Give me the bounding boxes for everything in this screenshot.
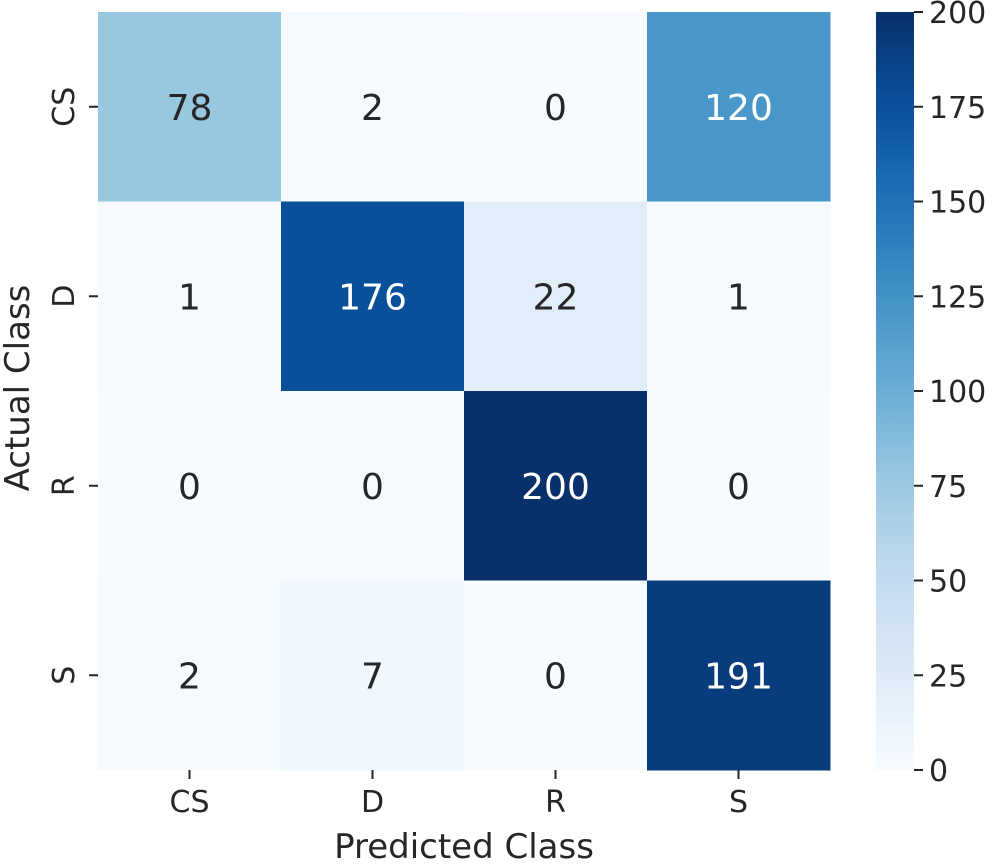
cell-value-label: 0 xyxy=(544,656,567,697)
heatmap-cell-CS-S xyxy=(647,12,831,202)
heatmap-cell-D-S xyxy=(647,201,831,392)
cell-value-label: 120 xyxy=(704,88,773,129)
colorbar-tick-label: 125 xyxy=(929,280,986,315)
colorbar-tick-label: 175 xyxy=(929,91,986,126)
heatmap-cell-labels: 78 2 0 120 1 176 22 1 0 0 200 0 2 7 0 191 xyxy=(167,88,773,698)
cell-value-label: 2 xyxy=(178,656,201,697)
x-tick-label: R xyxy=(545,785,566,820)
cell-value-label: 78 xyxy=(167,88,213,129)
heatmap-cell-R-S xyxy=(647,391,831,581)
y-tick-label: S xyxy=(47,666,82,685)
y-axis-title: Actual Class xyxy=(0,285,38,492)
cell-value-label: 0 xyxy=(727,467,750,508)
cell-value-label: 1 xyxy=(178,277,201,318)
colorbar: 0 25 50 75 100 125 150 175 200 xyxy=(876,0,986,789)
heatmap-cell-R-R xyxy=(464,391,648,581)
colorbar-tick-label: 75 xyxy=(929,470,967,505)
x-tick-label: S xyxy=(729,785,748,820)
heatmap-cell-S-S xyxy=(647,580,831,771)
cell-value-label: 191 xyxy=(704,656,773,697)
cell-value-label: 2 xyxy=(361,88,384,129)
heatmap-cell-S-D xyxy=(281,580,465,771)
x-axis-title: Predicted Class xyxy=(334,827,594,867)
colorbar-tick-label: 25 xyxy=(929,659,967,694)
colorbar-tick-label: 200 xyxy=(929,0,986,31)
x-axis-ticks: CS D R S xyxy=(170,770,748,820)
heatmap-cell-CS-D xyxy=(281,12,465,202)
y-tick-label: D xyxy=(47,285,82,308)
cell-value-label: 7 xyxy=(361,656,384,697)
cell-value-label: 200 xyxy=(521,467,590,508)
y-tick-label: R xyxy=(47,475,82,496)
colorbar-tick-label: 50 xyxy=(929,565,967,600)
heatmap-cell-CS-R xyxy=(464,12,648,202)
cell-value-label: 22 xyxy=(533,277,579,318)
y-axis-ticks: CS D R S xyxy=(47,87,98,685)
heatmap-cell-D-CS xyxy=(98,201,282,392)
x-tick-label: CS xyxy=(170,785,210,820)
heatmap-cell-D-D xyxy=(281,201,465,392)
cell-value-label: 1 xyxy=(727,277,750,318)
cell-value-label: 0 xyxy=(361,467,384,508)
heatmap-cells xyxy=(98,12,831,771)
heatmap-cell-D-R xyxy=(464,201,648,392)
cell-value-label: 0 xyxy=(544,88,567,129)
colorbar-tick-label: 100 xyxy=(929,375,986,410)
cell-value-label: 0 xyxy=(178,467,201,508)
heatmap-cell-CS-CS xyxy=(98,12,282,202)
heatmap-cell-S-R xyxy=(464,580,648,771)
heatmap-cell-R-CS xyxy=(98,391,282,581)
cell-value-label: 176 xyxy=(338,277,407,318)
heatmap-cell-R-D xyxy=(281,391,465,581)
colorbar-gradient xyxy=(876,12,914,770)
y-tick-label: CS xyxy=(47,87,82,127)
colorbar-tick-label: 0 xyxy=(929,754,948,789)
colorbar-tick-label: 150 xyxy=(929,186,986,221)
x-tick-label: D xyxy=(361,785,384,820)
heatmap-cell-S-CS xyxy=(98,580,282,771)
